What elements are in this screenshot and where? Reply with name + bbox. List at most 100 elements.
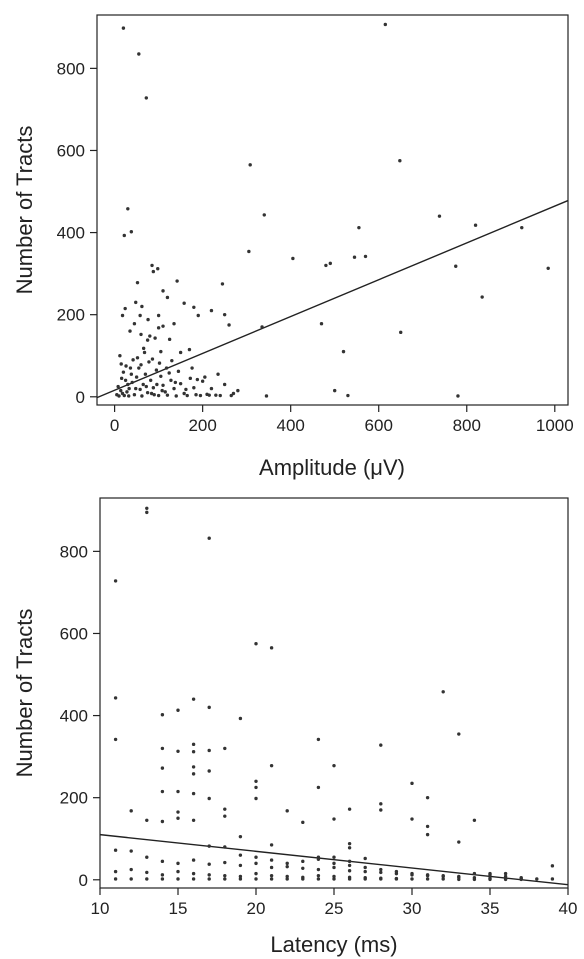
data-point: [473, 223, 478, 227]
data-point: [207, 536, 211, 540]
data-point: [137, 52, 141, 56]
data-point: [123, 378, 128, 383]
regression-line-path: [96, 199, 569, 399]
data-point: [363, 865, 367, 870]
y-axis-ticks: 0 200 400 600 800: [60, 542, 100, 890]
data-point: [139, 363, 143, 367]
data-point: [129, 230, 134, 234]
data-point: [126, 394, 131, 398]
y-tick-label: 200: [57, 306, 85, 325]
data-point: [363, 254, 368, 259]
data-point: [188, 376, 193, 381]
data-point: [148, 334, 152, 338]
data-point: [254, 642, 258, 646]
data-point: [191, 750, 196, 754]
data-point: [301, 820, 305, 825]
data-point: [269, 873, 274, 878]
data-point: [332, 877, 336, 881]
data-point: [441, 873, 445, 878]
data-point: [149, 378, 153, 383]
data-point: [332, 817, 336, 821]
data-point: [173, 380, 178, 385]
data-point: [316, 873, 321, 878]
data-point: [441, 690, 445, 694]
data-point: [121, 26, 126, 30]
data-point: [129, 809, 133, 813]
data-point: [425, 832, 430, 837]
data-point: [441, 877, 445, 881]
data-point: [503, 877, 508, 882]
data-point: [145, 506, 149, 510]
data-point: [191, 818, 196, 822]
data-point: [184, 387, 188, 392]
data-point: [116, 384, 120, 389]
data-point: [160, 746, 165, 751]
data-point: [191, 858, 196, 862]
data-point: [144, 96, 149, 100]
data-point: [198, 393, 203, 398]
data-point: [394, 877, 399, 881]
data-point: [145, 870, 149, 875]
data-point: [145, 338, 150, 342]
data-point: [130, 380, 134, 385]
data-point: [191, 877, 196, 881]
data-point: [146, 317, 150, 322]
data-point: [131, 358, 135, 362]
data-point: [238, 863, 243, 868]
x-tick-label: 10: [91, 899, 110, 918]
data-point: [503, 874, 508, 879]
data-point: [519, 876, 523, 880]
data-point: [269, 865, 274, 870]
data-point: [379, 867, 383, 872]
data-point: [223, 873, 227, 878]
data-point: [316, 737, 321, 742]
data-point: [192, 386, 196, 390]
data-point: [128, 329, 132, 333]
data-point: [285, 864, 289, 869]
x-axis-ticks: 0 200 400 600 800 1000: [110, 405, 574, 435]
data-point: [352, 255, 357, 259]
y-tick-label: 600: [60, 624, 88, 643]
data-point: [144, 384, 149, 389]
y-tick-label: 0: [76, 388, 85, 407]
data-point: [332, 763, 336, 768]
data-point: [145, 390, 150, 395]
data-point: [269, 646, 274, 650]
data-point: [238, 834, 243, 839]
data-point: [223, 860, 227, 865]
data-point: [128, 366, 133, 370]
data-point: [319, 322, 324, 326]
data-point: [156, 313, 161, 318]
data-point: [169, 378, 173, 383]
data-point: [347, 807, 352, 811]
data-point: [207, 705, 211, 710]
data-point: [301, 866, 305, 870]
data-point: [425, 873, 430, 877]
data-point: [182, 391, 186, 396]
data-point: [223, 877, 227, 881]
data-point: [167, 337, 172, 342]
data-point: [124, 364, 128, 368]
data-point: [150, 357, 155, 361]
data-point: [254, 871, 258, 876]
data-point: [159, 374, 163, 378]
data-point: [160, 713, 165, 717]
data-point: [379, 877, 383, 881]
data-point: [191, 765, 196, 769]
data-point: [316, 785, 321, 790]
data-point: [172, 322, 176, 326]
data-point: [254, 785, 258, 790]
data-point: [262, 213, 266, 217]
data-point: [379, 808, 383, 812]
data-point: [113, 579, 118, 583]
data-point: [410, 871, 414, 876]
data-point: [472, 877, 477, 882]
data-point: [394, 869, 399, 874]
data-point: [119, 362, 123, 366]
data-point: [248, 163, 252, 167]
data-point: [301, 877, 305, 881]
data-point: [332, 865, 336, 870]
y-tick-label: 800: [60, 542, 88, 561]
data-point: [341, 349, 346, 354]
